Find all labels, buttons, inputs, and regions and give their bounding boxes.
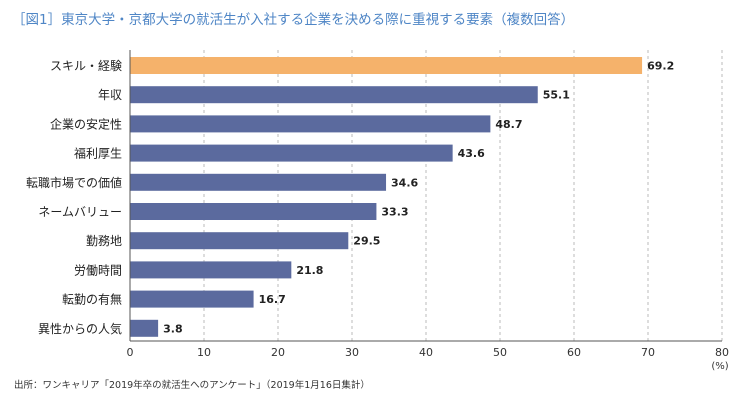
x-tick-label: 0 [127,346,134,359]
x-tick-label: 40 [419,346,433,359]
x-tick-label: 80 [715,346,729,359]
bar-layer [130,57,643,337]
x-tick-label: 20 [271,346,285,359]
value-label: 43.6 [458,147,485,160]
value-label: 21.8 [296,264,323,277]
bar [130,115,491,133]
bar [130,232,349,250]
x-tick-label: 10 [197,346,211,359]
x-tick-label: 50 [493,346,507,359]
bar [130,290,254,308]
value-label: 34.6 [391,176,418,189]
category-label: 転勤の有無 [62,292,122,307]
category-label: 異性からの人気 [38,321,122,336]
bar [130,57,643,74]
category-label: ネームバリュー [38,205,122,219]
value-label: 48.7 [495,118,522,131]
label-layer: スキル・経験 69.2 年収 55.1 企業の安定性 48.7 福利厚生 43.6 転職市場での… [26,58,674,336]
category-label: スキル・経験 [50,58,122,73]
category-label: 勤務地 [86,234,122,248]
axis-layer: 0 10 20 30 40 50 60 70 80 (%) [127,50,729,372]
value-label: 3.8 [163,322,183,335]
category-label: 企業の安定性 [50,116,122,131]
bar [130,173,387,191]
bar [130,319,159,337]
category-label: 労働時間 [74,263,122,277]
x-tick-label: 30 [345,346,359,359]
category-label: 転職市場での価値 [26,175,122,190]
source-note: 出所：ワンキャリア「2019年卒の就活生へのアンケート」（2019年1月16日集… [14,380,370,391]
bar [130,203,377,220]
x-tick-label: 60 [567,346,581,359]
value-label: 33.3 [381,206,408,219]
x-unit-label: (%) [711,361,728,372]
value-label: 69.2 [647,60,674,73]
value-label: 55.1 [543,89,570,102]
x-tick-label: 70 [641,346,655,359]
chart-title: ［図1］東京大学・京都大学の就活生が入社する企業を決める際に重視する要素（複数回… [12,12,575,28]
category-label: 福利厚生 [74,146,122,161]
category-label: 年収 [98,88,122,102]
value-label: 16.7 [259,293,286,306]
bar [130,86,538,104]
bar [130,144,453,162]
value-label: 29.5 [353,235,380,248]
bar [130,261,292,279]
grid-layer [203,50,723,341]
